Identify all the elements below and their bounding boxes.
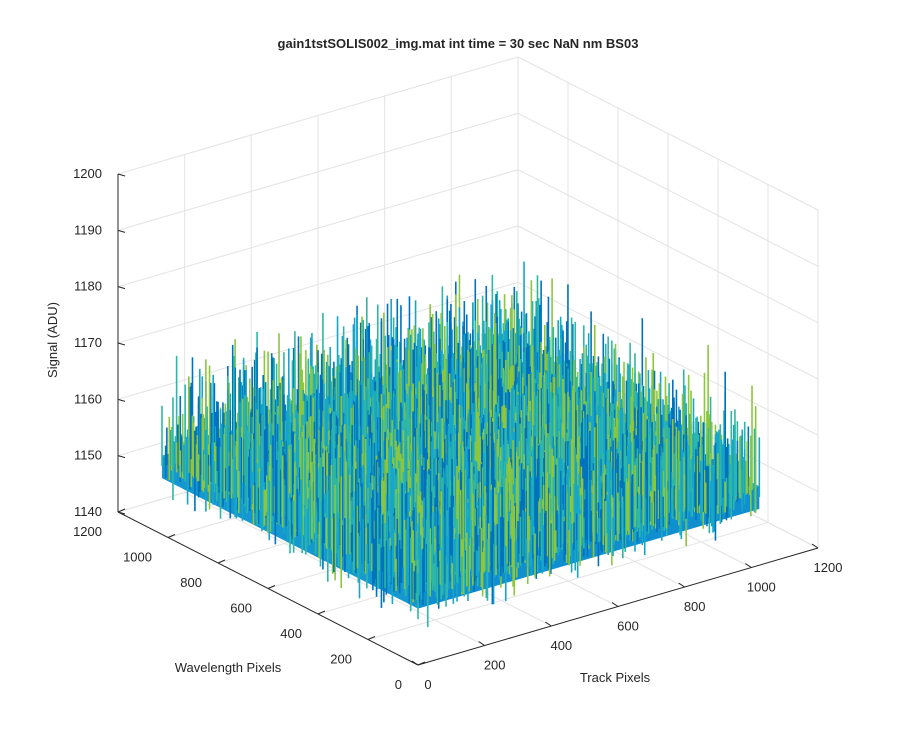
back-wall-grid-line xyxy=(117,56,519,175)
side-wall-grid-line xyxy=(517,225,819,380)
back-wall-grid-line xyxy=(117,225,519,344)
side-wall-grid-line xyxy=(517,56,819,211)
back-wall-grid-line xyxy=(117,281,519,400)
floor-grid-line xyxy=(367,522,769,640)
side-wall-grid-line xyxy=(517,112,819,267)
side-wall-grid-line xyxy=(517,169,819,324)
back-wall-grid-line xyxy=(117,112,519,231)
surface-plot xyxy=(161,261,761,628)
back-wall-grid-line xyxy=(117,169,519,288)
